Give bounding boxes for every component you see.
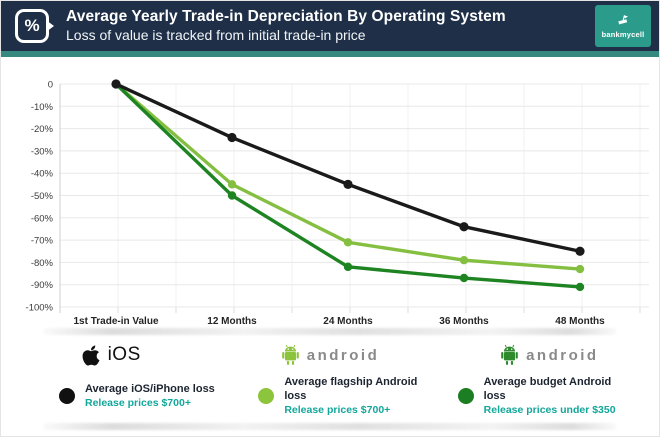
horizontal-gridlines	[60, 83, 649, 308]
android-flagship-logo: android	[220, 340, 439, 370]
header-titles: Average Yearly Trade-in Depreciation By …	[66, 8, 595, 44]
piggy-bank-flag-icon	[618, 15, 628, 25]
svg-text:-60%: -60%	[31, 213, 54, 224]
svg-text:12 Months: 12 Months	[207, 316, 257, 327]
svg-text:-10%: -10%	[31, 102, 54, 113]
series-line-0	[114, 82, 582, 253]
apple-icon	[82, 344, 100, 366]
svg-text:-30%: -30%	[31, 146, 54, 157]
legend-item-android-flagship: Average flagship Android loss Release pr…	[230, 376, 429, 417]
svg-text:-20%: -20%	[31, 124, 54, 135]
series-points-0	[111, 79, 585, 256]
percent-symbol: %	[24, 16, 40, 35]
svg-text:48 Months: 48 Months	[555, 316, 605, 327]
page-title: Average Yearly Trade-in Depreciation By …	[66, 8, 506, 25]
header: % Average Yearly Trade-in Depreciation B…	[1, 1, 659, 51]
bankmycell-logo: bankmycell	[595, 5, 651, 47]
svg-text:1st Trade-in Value: 1st Trade-in Value	[73, 316, 158, 327]
legend: Average iOS/iPhone loss Release prices $…	[1, 376, 659, 417]
svg-text:0: 0	[48, 80, 53, 91]
chart-area: 0 -10% -20% -30% -40% -50% -60% -70% -80% -90% -10…	[1, 57, 659, 327]
svg-text:-90%: -90%	[31, 280, 54, 291]
x-axis-labels: 1st Trade-in Value 12 Months 24 Months 36 M…	[73, 316, 605, 327]
svg-text:-100%: -100%	[26, 303, 54, 314]
legend-name: Average budget Android loss	[483, 376, 612, 402]
svg-text:24 Months: 24 Months	[323, 316, 373, 327]
y-axis-labels: 0 -10% -20% -30% -40% -50% -60% -70% -80% -90% -10…	[26, 80, 54, 314]
legend-dot-android-flagship	[258, 388, 275, 405]
android-robot-icon	[281, 344, 299, 365]
svg-text:36 Months: 36 Months	[439, 316, 489, 327]
series-points-1	[111, 79, 585, 274]
os-logo-row: iOS android	[1, 340, 659, 370]
legend-sub: Release prices under $350	[483, 403, 616, 416]
svg-text:-80%: -80%	[31, 258, 54, 269]
shadow-band-top	[43, 328, 617, 335]
legend-item-ios: Average iOS/iPhone loss Release prices $…	[31, 376, 230, 417]
legend-name: Average iOS/iPhone loss	[85, 382, 215, 395]
android-robot-icon	[501, 344, 518, 365]
svg-text:-50%: -50%	[31, 191, 54, 202]
legend-dot-android-budget	[457, 388, 474, 405]
ios-wordmark: iOS	[107, 344, 141, 365]
legend-sub: Release prices $700+	[85, 396, 191, 409]
legend-dot-ios	[59, 388, 75, 405]
brand-name: bankmycell	[601, 30, 645, 39]
svg-text:-40%: -40%	[31, 169, 54, 180]
shadow-band-bottom	[43, 422, 617, 430]
svg-text:-70%: -70%	[31, 236, 54, 247]
legend-name: Average flagship Android loss	[284, 376, 418, 402]
page-subtitle: Loss of value is tracked from initial tr…	[66, 26, 366, 43]
percent-badge-icon: %	[15, 9, 49, 43]
teal-divider	[1, 51, 659, 57]
ios-logo: iOS	[1, 340, 220, 370]
android-budget-logo: android	[440, 340, 659, 370]
depreciation-line-chart: 0 -10% -20% -30% -40% -50% -60% -70% -80% -90% -10…	[26, 79, 649, 327]
legend-item-android-budget: Average budget Android loss Release pric…	[430, 376, 629, 417]
legend-sub: Release prices $700+	[284, 403, 391, 416]
android-wordmark: android	[306, 346, 380, 364]
vertical-gridlines	[117, 84, 641, 313]
android-wordmark: android	[526, 346, 599, 364]
